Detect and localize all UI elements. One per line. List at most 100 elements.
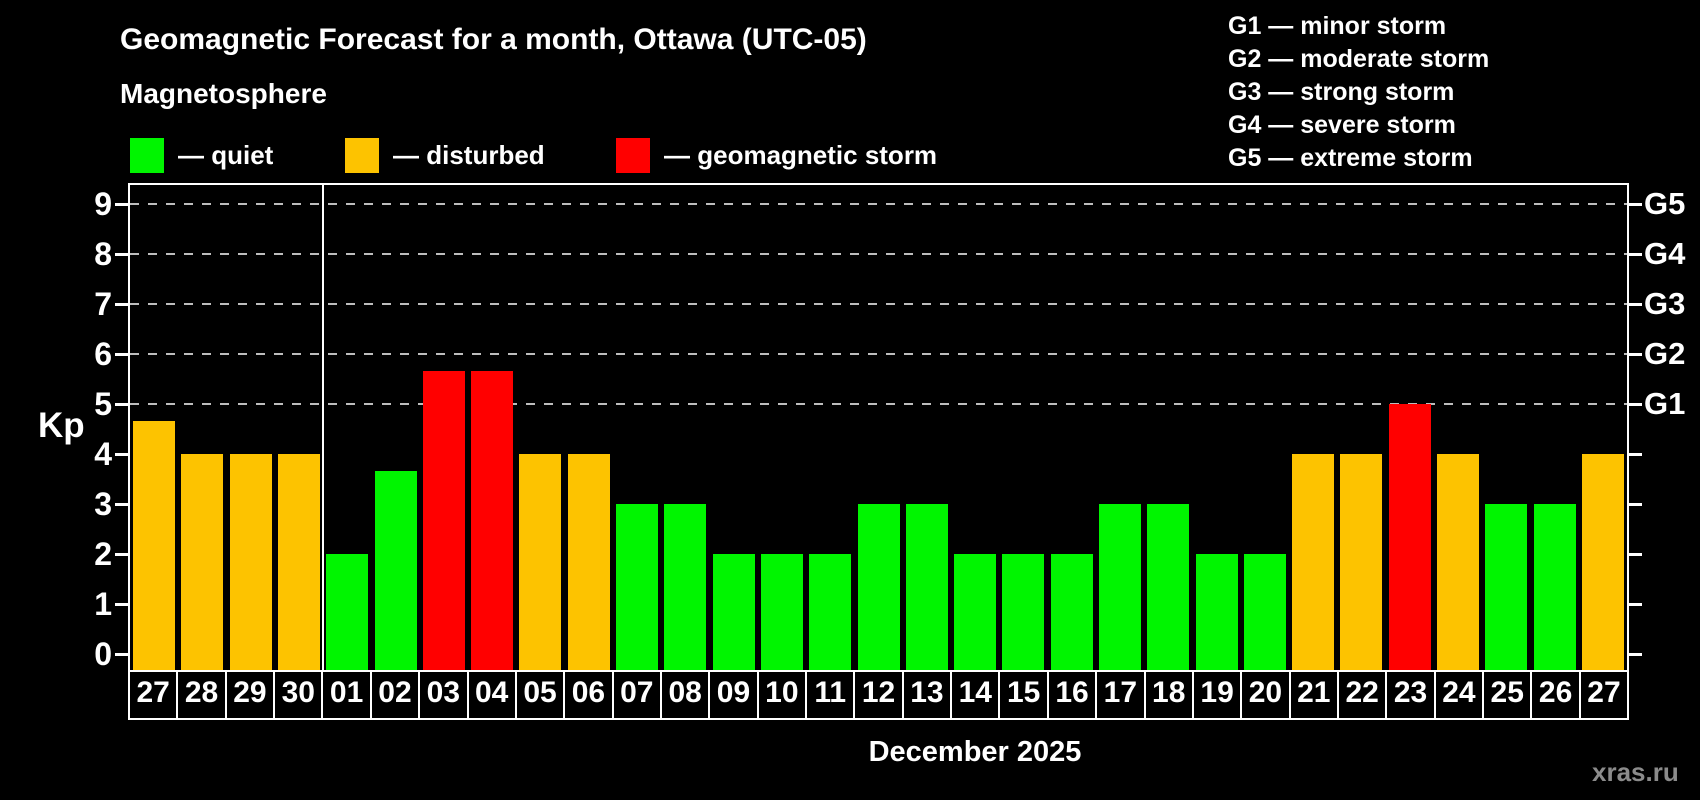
y-tick-label: 6 bbox=[94, 336, 112, 372]
kp-bar bbox=[422, 370, 465, 670]
gridline-kp9 bbox=[130, 203, 1627, 205]
y-tick-label: 2 bbox=[94, 536, 112, 572]
right-axis-tick bbox=[1627, 252, 1642, 256]
legend-item-disturbed: — disturbed bbox=[345, 137, 545, 173]
y-tick-label: 0 bbox=[94, 636, 112, 672]
kp-bar bbox=[519, 454, 562, 670]
kp-bar bbox=[181, 454, 224, 670]
gridline-kp6 bbox=[130, 353, 1627, 355]
kp-bar bbox=[1098, 504, 1141, 670]
y-tick-label: 7 bbox=[94, 286, 112, 322]
legend-swatch-storm-icon bbox=[616, 137, 650, 173]
kp-bar bbox=[857, 504, 900, 670]
kp-bar bbox=[905, 504, 948, 670]
gridline-kp7 bbox=[130, 303, 1627, 305]
g-level-label-g3: G3 bbox=[1644, 286, 1686, 321]
y-axis-title: Kp bbox=[38, 406, 85, 445]
g-legend-line-4: G4 — severe storm bbox=[1228, 111, 1456, 139]
kp-bar bbox=[374, 470, 417, 670]
y-axis-tick bbox=[115, 402, 129, 406]
g-legend-line-1: G1 — minor storm bbox=[1228, 12, 1447, 40]
right-axis-tick bbox=[1627, 202, 1642, 206]
day-label-cell: 30 bbox=[273, 670, 324, 720]
y-axis-tick bbox=[115, 452, 129, 456]
right-axis-tick bbox=[1627, 652, 1642, 656]
kp-bar bbox=[1533, 504, 1576, 670]
kp-bar bbox=[471, 370, 514, 670]
legend-item-storm: — geomagnetic storm bbox=[616, 137, 937, 173]
right-axis-tick bbox=[1627, 402, 1642, 406]
kp-bar bbox=[616, 504, 659, 670]
kp-bar bbox=[133, 420, 176, 670]
kp-bar bbox=[1292, 454, 1335, 670]
kp-bar bbox=[954, 554, 997, 670]
day-label-cell: 27 bbox=[128, 670, 179, 720]
g-level-label-g2: G2 bbox=[1644, 336, 1686, 371]
y-axis-tick bbox=[115, 652, 129, 656]
day-label-cell: 06 bbox=[563, 670, 614, 720]
kp-bar bbox=[809, 554, 852, 670]
day-label-cell: 09 bbox=[708, 670, 759, 720]
day-label-cell: 16 bbox=[1046, 670, 1098, 720]
kp-bar bbox=[1485, 504, 1528, 670]
g-legend-line-5: G5 — extreme storm bbox=[1228, 144, 1473, 172]
y-axis-tick bbox=[115, 202, 129, 206]
day-label-cell: 29 bbox=[224, 670, 276, 720]
kp-bar bbox=[664, 504, 707, 670]
kp-bar bbox=[1147, 504, 1190, 670]
day-label-cell: 18 bbox=[1143, 670, 1194, 720]
legend-label-disturbed: — disturbed bbox=[393, 139, 545, 170]
day-label-cell: 25 bbox=[1482, 670, 1533, 720]
day-label-cell: 08 bbox=[659, 670, 711, 720]
y-axis-tick bbox=[115, 302, 129, 306]
day-label-cell: 11 bbox=[805, 670, 856, 720]
kp-bar bbox=[1581, 454, 1624, 670]
kp-bar bbox=[229, 454, 272, 670]
x-axis-day-labels: 27 28 29 30 01 02 03 04 05 06 07 08 09 10 11 12 13 14 15 16… bbox=[128, 670, 1630, 720]
y-axis-tick bbox=[115, 252, 129, 256]
kp-bar bbox=[1388, 404, 1431, 670]
kp-bar bbox=[1243, 554, 1286, 670]
day-label-cell: 27 bbox=[1578, 670, 1630, 720]
right-axis-tick bbox=[1627, 352, 1642, 356]
day-label-cell: 24 bbox=[1433, 670, 1485, 720]
day-label-cell: 02 bbox=[369, 670, 421, 720]
kp-bar bbox=[1436, 454, 1479, 670]
day-label-cell: 20 bbox=[1240, 670, 1291, 720]
day-label-cell: 05 bbox=[514, 670, 566, 720]
day-label-cell: 17 bbox=[1095, 670, 1146, 720]
legend-swatch-disturbed-icon bbox=[345, 137, 379, 173]
kp-bar bbox=[278, 454, 321, 670]
g-scale-legend: G1 — minor storm G2 — moderate storm G3 — … bbox=[1228, 10, 1489, 175]
day-label-cell: 28 bbox=[176, 670, 227, 720]
gridline-kp8 bbox=[130, 253, 1627, 255]
y-tick-label: 3 bbox=[94, 486, 112, 522]
g-level-label-g1: G1 bbox=[1644, 386, 1686, 421]
day-label-cell: 10 bbox=[756, 670, 808, 720]
kp-bar bbox=[1002, 554, 1045, 670]
y-axis-tick bbox=[115, 552, 129, 556]
chart-title: Geomagnetic Forecast for a month, Ottawa… bbox=[120, 23, 867, 56]
right-axis-tick bbox=[1627, 302, 1642, 306]
y-tick-label: 4 bbox=[94, 436, 112, 472]
day-label-cell: 26 bbox=[1530, 670, 1581, 720]
legend-label-storm: — geomagnetic storm bbox=[664, 139, 938, 170]
y-tick-label: 1 bbox=[94, 586, 112, 622]
y-axis-tick bbox=[115, 602, 129, 606]
kp-bar bbox=[760, 554, 803, 670]
plot-area: 0 1 2 3 4 5 6 7 8 9 G1 G2 G3 G4 G5 bbox=[94, 183, 1685, 672]
right-axis-tick bbox=[1627, 602, 1642, 606]
right-axis-tick bbox=[1627, 552, 1642, 556]
day-label-cell: 13 bbox=[901, 670, 953, 720]
y-tick-label: 9 bbox=[94, 186, 112, 222]
legend-label-quiet: — quiet bbox=[178, 139, 274, 170]
legend-swatch-quiet-icon bbox=[130, 137, 164, 173]
kp-bar bbox=[712, 554, 755, 670]
x-axis-title: December 2025 bbox=[868, 736, 1082, 768]
kp-bar bbox=[326, 554, 369, 670]
chart-subtitle: Magnetosphere bbox=[120, 78, 327, 109]
day-label-cell: 22 bbox=[1336, 670, 1388, 720]
kp-bar bbox=[567, 454, 610, 670]
month-separator-line bbox=[322, 185, 325, 670]
